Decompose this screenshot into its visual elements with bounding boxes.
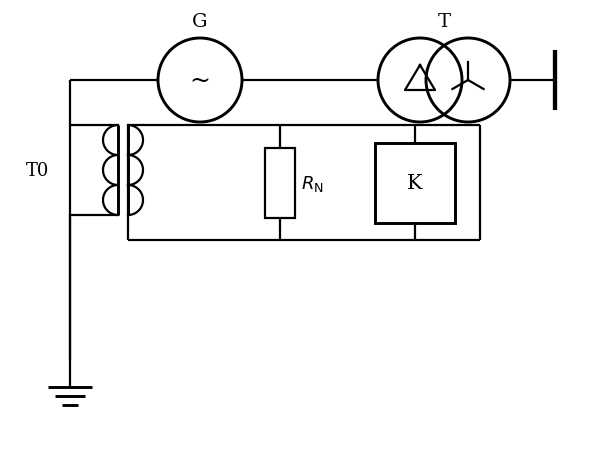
FancyBboxPatch shape bbox=[375, 143, 455, 223]
Text: K: K bbox=[407, 174, 423, 192]
Text: ~: ~ bbox=[190, 69, 210, 92]
Text: T: T bbox=[437, 13, 451, 31]
Text: $R_{\mathrm{N}}$: $R_{\mathrm{N}}$ bbox=[301, 173, 323, 193]
Text: G: G bbox=[192, 13, 208, 31]
Text: T0: T0 bbox=[26, 162, 50, 180]
FancyBboxPatch shape bbox=[265, 148, 295, 218]
